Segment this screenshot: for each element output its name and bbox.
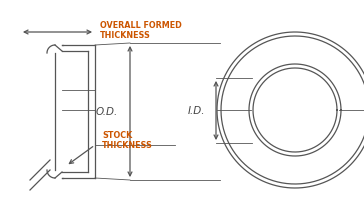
Text: I.D.: I.D. xyxy=(187,106,205,116)
Text: THICKNESS: THICKNESS xyxy=(100,30,151,40)
Text: OVERALL FORMED: OVERALL FORMED xyxy=(100,21,182,29)
Text: O.D.: O.D. xyxy=(96,107,118,117)
Text: THICKNESS: THICKNESS xyxy=(102,142,153,150)
Text: STOCK: STOCK xyxy=(102,130,132,140)
